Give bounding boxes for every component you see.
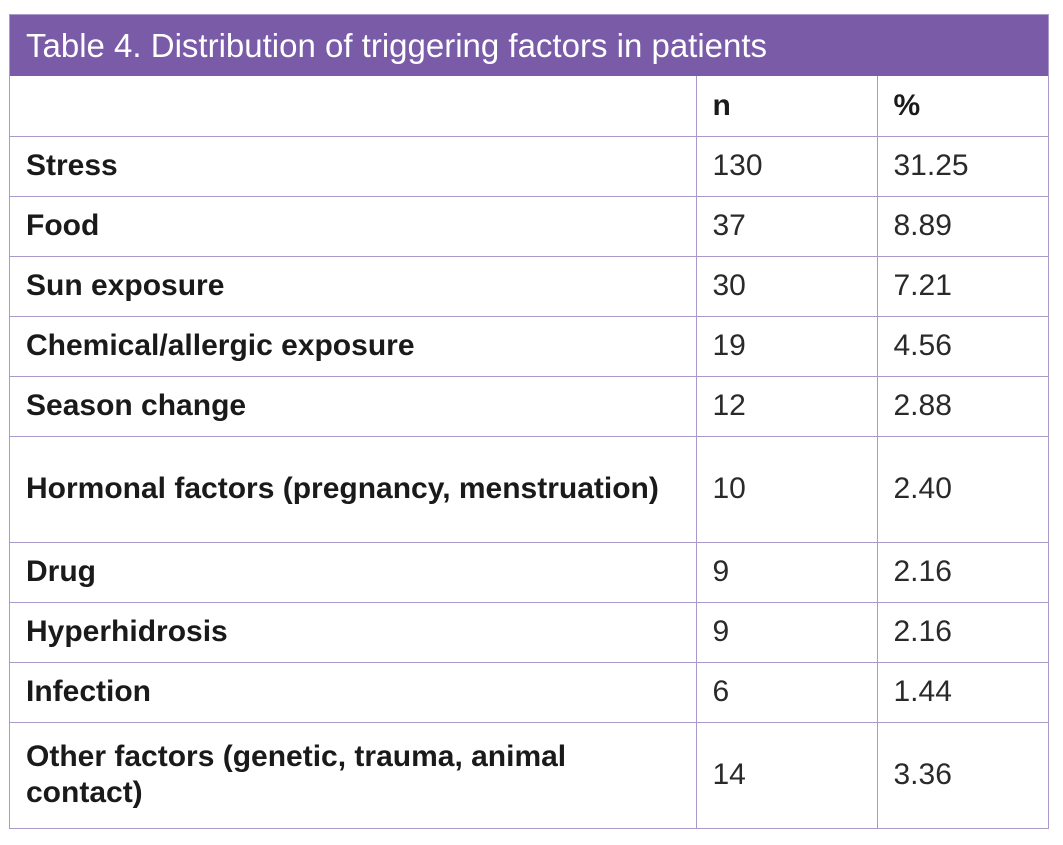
table-row: Sun exposure 30 7.21 [10,255,1048,317]
factor-cell: Season change [10,375,697,437]
table-row: Season change 12 2.88 [10,375,1048,437]
pct-cell: 2.88 [876,375,1048,437]
factor-cell: Hormonal factors (pregnancy, menstruatio… [10,435,697,543]
table-row: Hormonal factors (pregnancy, menstruatio… [10,435,1048,543]
n-cell: 12 [695,375,878,437]
n-cell: 19 [695,315,878,377]
pct-cell: 8.89 [876,195,1048,257]
header-factor [10,76,697,137]
factor-cell: Drug [10,541,697,603]
table-row: Stress 130 31.25 [10,136,1048,197]
factor-cell: Sun exposure [10,255,697,317]
factor-cell: Infection [10,661,697,723]
n-cell: 30 [695,255,878,317]
data-table: Table 4. Distribution of triggering fact… [9,14,1049,829]
pct-cell: 1.44 [876,661,1048,723]
header-row: n % [10,76,1048,137]
factor-cell: Hyperhidrosis [10,601,697,663]
n-cell: 37 [695,195,878,257]
pct-cell: 31.25 [876,136,1048,197]
pct-cell: 2.40 [876,435,1048,543]
pct-cell: 2.16 [876,541,1048,603]
n-cell: 130 [695,136,878,197]
factor-cell: Chemical/allergic exposure [10,315,697,377]
factor-cell: Food [10,195,697,257]
table-title: Table 4. Distribution of triggering fact… [10,15,1048,76]
n-cell: 6 [695,661,878,723]
table-row: Other factors (genetic, trauma, animal c… [10,721,1048,828]
triggering-factors-table: n % Stress 130 31.25 Food 37 8.89 Sun ex… [10,76,1048,828]
n-cell: 14 [695,721,878,828]
table-row: Drug 9 2.16 [10,541,1048,603]
pct-cell: 4.56 [876,315,1048,377]
table-row: Food 37 8.89 [10,195,1048,257]
n-cell: 9 [695,601,878,663]
header-pct: % [876,76,1048,137]
factor-cell: Stress [10,136,697,197]
pct-cell: 3.36 [876,721,1048,828]
table-row: Hyperhidrosis 9 2.16 [10,601,1048,663]
table-row: Infection 6 1.44 [10,661,1048,723]
table-row: Chemical/allergic exposure 19 4.56 [10,315,1048,377]
pct-cell: 7.21 [876,255,1048,317]
header-n: n [695,76,878,137]
n-cell: 9 [695,541,878,603]
pct-cell: 2.16 [876,601,1048,663]
n-cell: 10 [695,435,878,543]
factor-cell: Other factors (genetic, trauma, animal c… [10,721,697,828]
